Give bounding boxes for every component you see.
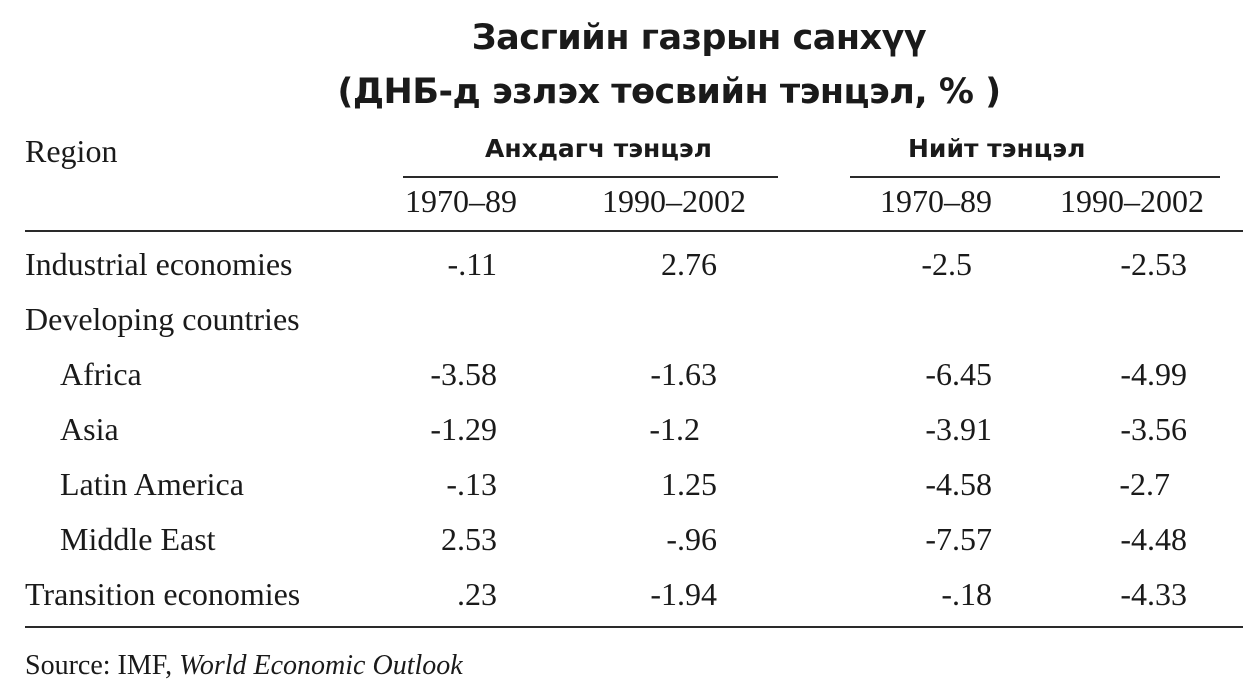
group-header-total-balance: Нийт тэнцэл: [908, 134, 1086, 163]
period-header-4: 1990–2002: [1060, 183, 1204, 219]
table-cell: -.18: [941, 576, 992, 612]
table-cell: -4.99: [1120, 356, 1187, 392]
table-cell: -1.29: [430, 411, 497, 447]
table-cell: 2.53: [441, 521, 497, 557]
table-cell: -.96: [666, 521, 717, 557]
table-cell: -2.5: [921, 246, 972, 282]
table-cell: -6.45: [925, 356, 992, 392]
table-cell: -1.2: [649, 411, 700, 447]
source-publication: World Economic Outlook: [179, 650, 463, 681]
period-header-1: 1970–89: [405, 183, 517, 219]
table-cell: -3.56: [1120, 411, 1187, 447]
table-cell: -3.91: [925, 411, 992, 447]
table-cell: -.11: [447, 246, 497, 282]
table-cell: .23: [457, 576, 497, 612]
table-cell: -.13: [446, 466, 497, 502]
row-label-middle-east: Middle East: [60, 521, 216, 557]
table-cell: -1.63: [650, 356, 717, 392]
period-header-2: 1990–2002: [602, 183, 746, 219]
header-bottom-rule: [25, 230, 1243, 232]
period-header-3: 1970–89: [880, 183, 992, 219]
table-title-line-2: (ДНБ-д эзлэх төсвийн тэнцэл, % ): [337, 72, 1001, 112]
table-cell: -3.58: [430, 356, 497, 392]
table-cell: -2.53: [1120, 246, 1187, 282]
table-cell: -4.58: [925, 466, 992, 502]
table-cell: -2.7: [1119, 466, 1170, 502]
table-cell: 2.76: [661, 246, 717, 282]
group-rule-primary: [403, 176, 778, 178]
table-cell: -1.94: [650, 576, 717, 612]
table-bottom-rule: [25, 626, 1243, 628]
source-note: Source: IMF, World Economic Outlook: [25, 650, 463, 682]
row-label-industrial: Industrial economies: [25, 246, 293, 282]
table-cell: -4.33: [1120, 576, 1187, 612]
table-cell: -4.48: [1120, 521, 1187, 557]
source-prefix: Source: IMF,: [25, 650, 180, 681]
row-label-africa: Africa: [60, 356, 142, 392]
region-header: Region: [25, 133, 118, 169]
row-label-latin-america: Latin America: [60, 466, 244, 502]
group-header-primary-balance: Анхдагч тэнцэл: [485, 134, 712, 163]
table-title-line-1: Засгийн газрын санхүү: [471, 18, 927, 58]
row-label-asia: Asia: [60, 411, 119, 447]
table-cell: 1.25: [661, 466, 717, 502]
group-rule-total: [850, 176, 1220, 178]
table-cell: -7.57: [925, 521, 992, 557]
row-label-developing: Developing countries: [25, 301, 300, 337]
row-label-transition: Transition economies: [25, 576, 301, 612]
